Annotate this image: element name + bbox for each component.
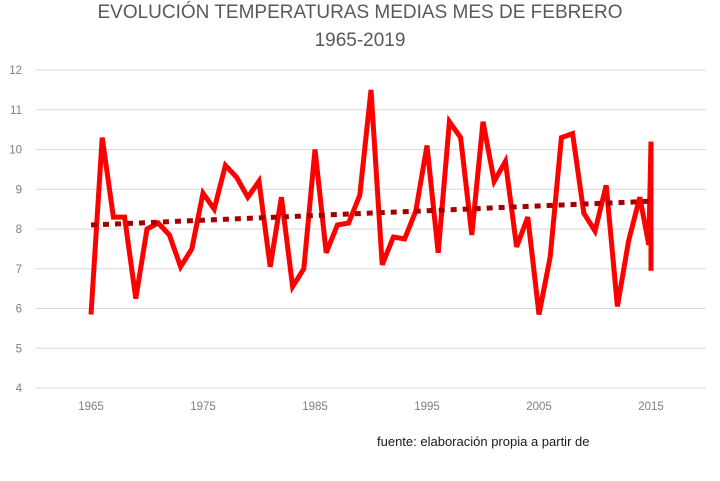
x-axis-ticks: 1965 1975 1985 1995 2005 2015: [78, 401, 664, 413]
x-tick-label: 2015: [638, 401, 664, 413]
x-tick-label: 2005: [526, 401, 552, 413]
y-tick-label: 8: [16, 224, 22, 236]
trend-line: [90, 198, 652, 228]
series-lines: [88, 89, 654, 315]
y-tick-label: 9: [16, 184, 22, 196]
y-tick-label: 6: [16, 304, 22, 316]
temperature-line: [88, 89, 654, 315]
x-tick-label: 1975: [190, 401, 216, 413]
x-tick-label: 1965: [78, 401, 104, 413]
y-axis-ticks: 4 5 6 7 8 9 10 11 12: [9, 65, 22, 395]
y-tick-label: 7: [16, 264, 22, 276]
y-tick-label: 11: [10, 105, 22, 117]
y-tick-label: 4: [16, 383, 23, 395]
x-tick-label: 1985: [302, 401, 328, 413]
gridlines: [36, 69, 706, 389]
x-tick-label: 1995: [414, 401, 440, 413]
y-tick-label: 10: [9, 145, 22, 157]
source-note: fuente: elaboración propia a partir de: [377, 434, 590, 449]
y-tick-label: 12: [9, 65, 22, 77]
chart-title: EVOLUCIÓN TEMPERATURAS MEDIAS MES DE FEB…: [97, 2, 623, 23]
chart-subtitle: 1965-2019: [314, 30, 406, 51]
y-tick-label: 5: [16, 343, 22, 355]
